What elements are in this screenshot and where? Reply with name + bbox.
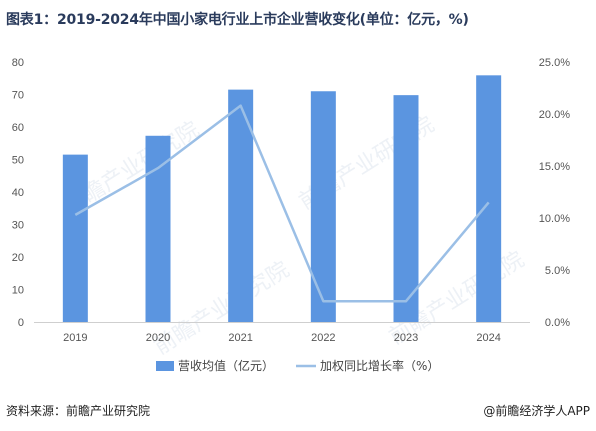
source-note: 资料来源：前瞻产业研究院 [6, 404, 151, 418]
x-tick-label: 2020 [146, 332, 170, 344]
y-left-tick-label: 40 [12, 187, 24, 199]
y-left-tick-label: 30 [12, 220, 24, 232]
chart-title: 图表1：2019-2024年中国小家电行业上市企业营收变化(单位：亿元，%) [6, 12, 469, 28]
y-left-tick-label: 10 [12, 285, 24, 297]
x-tick-label: 2024 [476, 332, 500, 344]
x-tick-label: 2019 [63, 332, 87, 344]
y-right-tick-label: 25.0% [539, 57, 570, 69]
y-axis-left: 0 10 20 30 40 50 60 70 80 [12, 57, 24, 329]
bar-2022 [310, 91, 336, 322]
legend-line-label: 加权同比增长率（%） [320, 358, 439, 373]
y-left-tick-label: 0 [18, 317, 24, 329]
y-right-tick-label: 0.0% [545, 317, 570, 329]
x-axis-labels: 2019 2020 2021 2022 2023 2024 [63, 332, 501, 344]
x-tick-label: 2022 [311, 332, 335, 344]
watermark-text: 前瞻产业研究院 [150, 257, 294, 360]
legend: 营收均值（亿元） 加权同比增长率（%） [156, 358, 439, 373]
y-left-tick-label: 20 [12, 252, 24, 264]
x-tick-label: 2021 [228, 332, 252, 344]
y-left-tick-label: 60 [12, 122, 24, 134]
bar-2020 [145, 135, 171, 322]
bar-2024 [476, 75, 502, 322]
y-left-tick-label: 70 [12, 90, 24, 102]
bar-2023 [393, 95, 419, 323]
y-right-tick-label: 20.0% [539, 109, 570, 121]
y-axis-right: 0.0% 5.0% 10.0% 15.0% 20.0% 25.0% [539, 57, 570, 329]
y-left-tick-label: 80 [12, 57, 24, 69]
line-series [74, 104, 490, 303]
growth-rate-line [74, 104, 490, 303]
y-right-tick-label: 5.0% [545, 265, 570, 277]
legend-bar-swatch [156, 361, 174, 371]
y-right-tick-label: 15.0% [539, 161, 570, 173]
legend-bar-label: 营收均值（亿元） [178, 358, 274, 373]
x-tick-label: 2023 [394, 332, 418, 344]
bar-2019 [62, 154, 88, 322]
y-left-tick-label: 50 [12, 155, 24, 167]
brand-label: @前瞻经济学人APP [483, 404, 590, 418]
y-right-tick-label: 10.0% [539, 213, 570, 225]
